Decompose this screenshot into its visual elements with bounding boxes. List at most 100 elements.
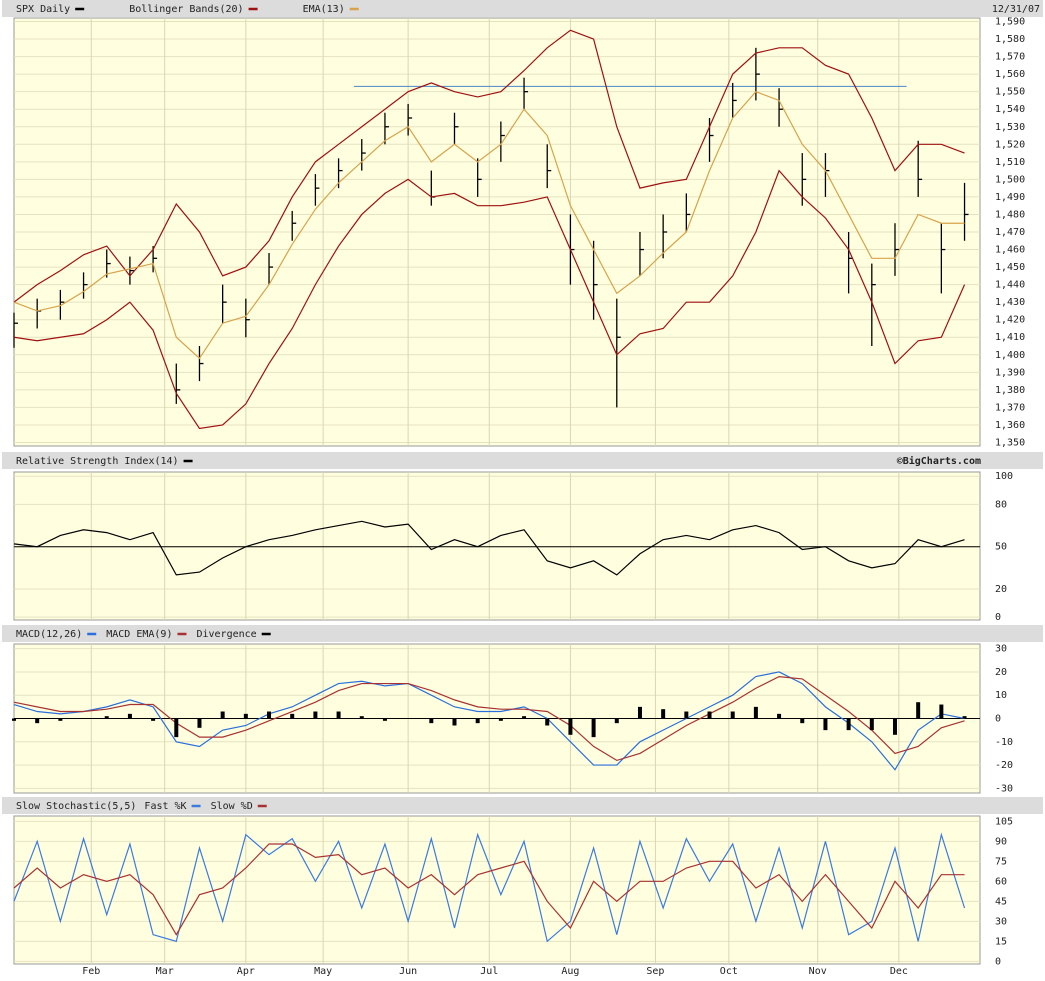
y-tick-label: 90 — [995, 836, 1007, 847]
panel-title: Slow Stochastic(5,5) — [16, 801, 136, 812]
header-strip — [2, 452, 1043, 469]
x-tick-label: Oct — [720, 966, 738, 977]
divergence-bar — [243, 713, 248, 719]
y-tick-label: 1,580 — [995, 34, 1025, 45]
y-tick-label: 45 — [995, 896, 1007, 907]
header-strip — [2, 625, 1043, 642]
series-line — [13, 675, 965, 762]
divergence-bar — [846, 718, 851, 731]
chart-date: 12/31/07 — [992, 4, 1040, 15]
divergence-bar — [823, 718, 828, 731]
y-tick-label: 1,370 — [995, 402, 1025, 413]
divergence-bar — [707, 711, 712, 719]
y-tick-label: 1,540 — [995, 104, 1025, 115]
y-tick-label: -20 — [995, 760, 1013, 771]
y-tick-label: 0 — [995, 956, 1001, 967]
y-tick-label: 1,500 — [995, 174, 1025, 185]
legend-label: EMA(13) — [303, 4, 345, 15]
divergence-bar — [104, 716, 109, 719]
divergence-bar — [313, 711, 318, 719]
legend-label: Fast %K — [144, 801, 186, 812]
y-tick-label: 1,560 — [995, 69, 1025, 80]
legend-label: MACD EMA(9) — [106, 629, 172, 640]
y-tick-label: -30 — [995, 783, 1013, 794]
y-tick-label: 15 — [995, 936, 1007, 947]
divergence-bar — [12, 718, 16, 721]
y-tick-label: 1,520 — [995, 139, 1025, 150]
legend-label: SPX Daily — [16, 4, 70, 15]
y-tick-label: 1,440 — [995, 280, 1025, 291]
divergence-bar — [359, 716, 364, 719]
series-line — [13, 832, 966, 943]
y-tick-label: 1,360 — [995, 420, 1025, 431]
divergence-bar — [777, 713, 782, 719]
divergence-bar — [58, 718, 63, 721]
header-strip — [2, 797, 1043, 814]
y-tick-label: 105 — [995, 816, 1013, 827]
x-tick-label: Jun — [399, 966, 417, 977]
y-tick-label: 0 — [995, 714, 1001, 725]
y-tick-label: 10 — [995, 690, 1007, 701]
y-tick-label: 1,570 — [995, 52, 1025, 63]
y-tick-label: 1,450 — [995, 262, 1025, 273]
x-tick-label: Nov — [809, 966, 827, 977]
y-tick-label: 20 — [995, 667, 1007, 678]
divergence-bar — [498, 718, 503, 721]
divergence-bar — [869, 718, 874, 731]
chart-credit: ©BigCharts.com — [897, 455, 981, 467]
divergence-bar — [916, 702, 921, 719]
plot-area — [13, 471, 981, 621]
series-line — [13, 671, 965, 771]
divergence-bar — [197, 718, 202, 728]
y-tick-label: 1,530 — [995, 122, 1025, 133]
y-tick-label: 80 — [995, 499, 1007, 510]
divergence-bar — [730, 711, 735, 719]
y-tick-label: 1,470 — [995, 227, 1025, 238]
x-tick-label: May — [314, 966, 332, 977]
y-tick-label: 50 — [995, 542, 1007, 553]
plot-area — [13, 815, 981, 965]
divergence-bar — [290, 713, 295, 719]
x-tick-label: Sep — [646, 966, 664, 977]
y-tick-label: 1,550 — [995, 87, 1025, 98]
x-tick-label: Jul — [480, 966, 498, 977]
divergence-bar — [892, 718, 897, 735]
legend-label: MACD(12,26) — [16, 629, 82, 640]
divergence-bar — [151, 718, 156, 721]
divergence-bar — [174, 718, 179, 738]
series-line — [13, 90, 965, 360]
divergence-bar — [452, 718, 457, 726]
divergence-bar — [35, 718, 40, 724]
divergence-bar — [568, 718, 573, 735]
divergence-bar — [591, 718, 596, 738]
y-tick-label: 100 — [995, 471, 1013, 482]
divergence-bar — [637, 706, 642, 719]
y-tick-label: 30 — [995, 916, 1007, 927]
divergence-bar — [336, 711, 341, 719]
divergence-bar — [475, 718, 480, 724]
legend-label: Divergence — [196, 629, 256, 640]
divergence-bar — [127, 713, 132, 719]
y-tick-label: 20 — [995, 584, 1007, 595]
divergence-bar — [220, 711, 225, 719]
y-tick-label: 1,480 — [995, 209, 1025, 220]
y-tick-label: 1,510 — [995, 157, 1025, 168]
divergence-bar — [545, 718, 550, 726]
y-tick-label: 60 — [995, 876, 1007, 887]
y-tick-label: 30 — [995, 644, 1007, 655]
y-tick-label: 1,400 — [995, 350, 1025, 361]
band-lower — [13, 169, 966, 430]
divergence-bar — [753, 706, 758, 719]
y-tick-label: 0 — [995, 612, 1001, 623]
y-tick-label: -10 — [995, 737, 1013, 748]
y-tick-label: 1,430 — [995, 297, 1025, 308]
legend-label: Relative Strength Index(14) — [16, 456, 179, 467]
legend-label: Bollinger Bands(20) — [129, 4, 243, 15]
divergence-bar — [429, 718, 434, 724]
y-tick-label: 1,350 — [995, 437, 1025, 448]
x-tick-label: Aug — [561, 966, 579, 977]
divergence-bar — [962, 716, 967, 719]
y-tick-label: 1,460 — [995, 245, 1025, 256]
x-tick-label: Feb — [82, 966, 100, 977]
x-tick-label: Apr — [237, 966, 255, 977]
